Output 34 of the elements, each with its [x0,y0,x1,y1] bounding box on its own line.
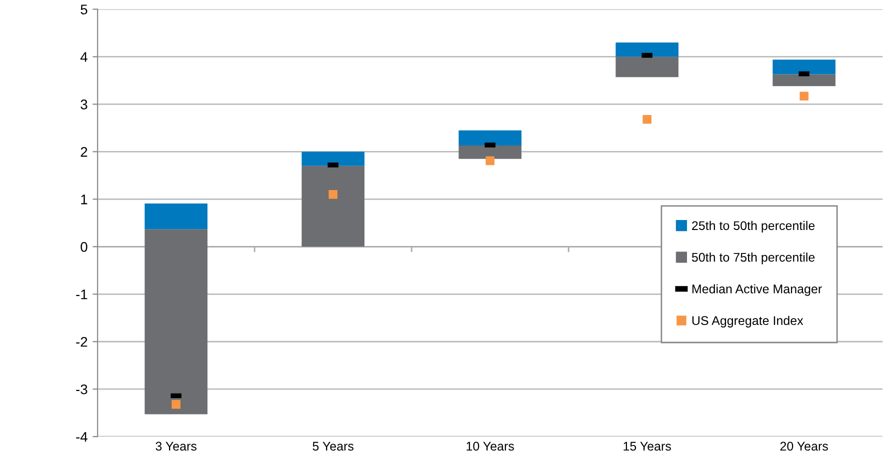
bar [144,203,208,230]
legend-label: 25th to 50th percentile [692,220,815,233]
point [800,92,808,101]
y-tick-label: -4 [76,432,88,442]
x-tick-label: 10 Years [466,442,514,451]
bar [772,60,836,74]
bar [458,146,522,159]
y-tick-label: 1 [81,194,88,204]
point [486,156,494,166]
bar [144,229,208,414]
y-tick-label: 5 [80,4,88,14]
bar [458,130,522,146]
bar [302,152,364,166]
y-tick-label: -3 [76,384,88,394]
y-tick-label: -1 [76,290,88,300]
y-tick-label: 2 [80,147,88,157]
bar [616,56,678,78]
bar [302,166,364,247]
legend-label: Median Active Manager [692,284,822,296]
y-tick-label: 4 [80,52,88,62]
x-tick-label: 5 Years [312,442,354,451]
legend-label: 50th to 75th percentile [692,252,815,264]
x-tick-label: 15 Years [624,442,671,451]
point [328,190,338,199]
legend-label: US Aggregate Index [692,316,804,328]
x-tick-label: 20 Years [780,442,828,451]
point [172,400,180,409]
bar [772,74,836,86]
x-tick-label: 3 Years [156,442,196,451]
y-tick-label: 0 [80,242,88,252]
y-tick-label: -2 [76,336,88,347]
bar [616,42,678,57]
y-tick-label: 3 [80,100,88,110]
point [642,115,652,124]
